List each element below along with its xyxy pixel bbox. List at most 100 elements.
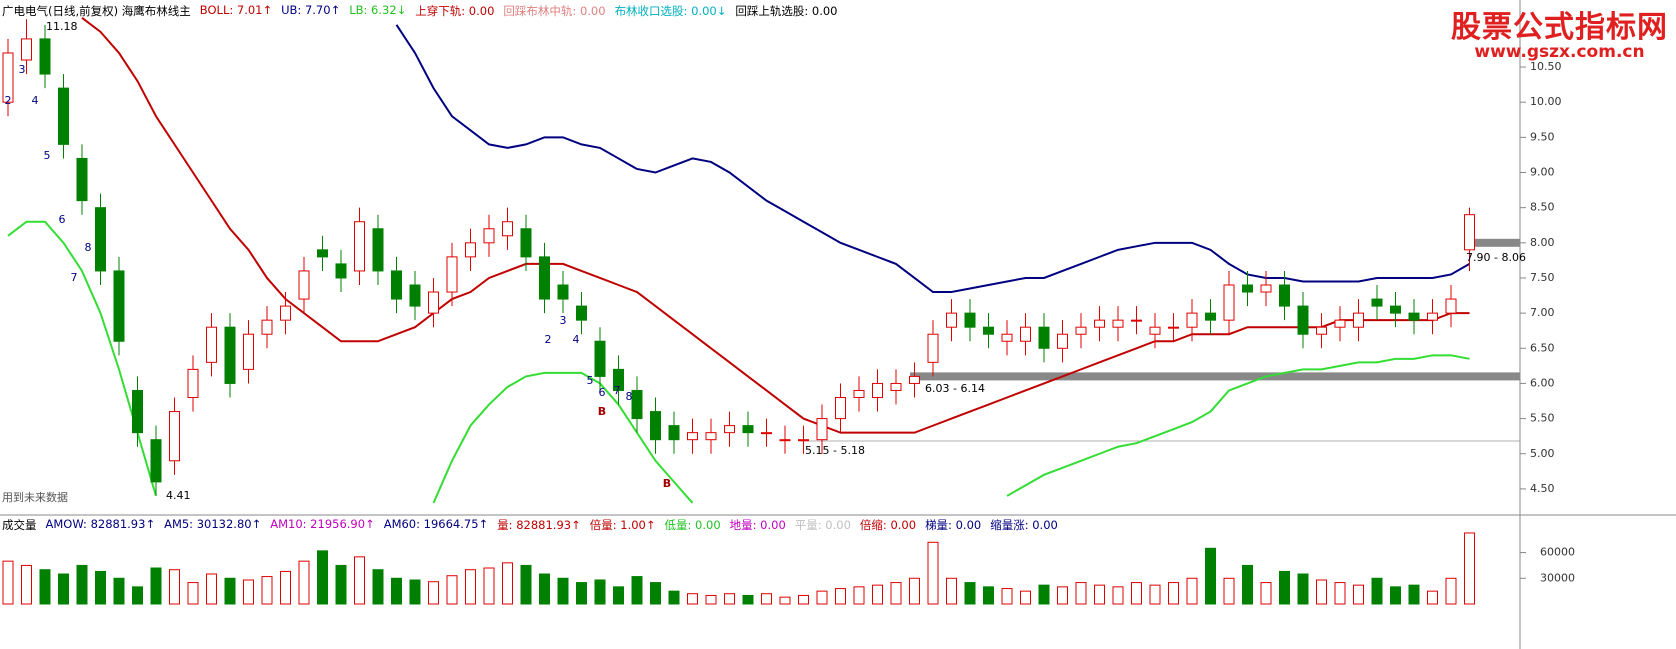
candle-body	[613, 368, 624, 391]
candle-body	[335, 263, 347, 279]
volume-bar	[58, 573, 69, 605]
candle-body	[372, 228, 384, 272]
watermark-title: 股票公式指标网	[1451, 10, 1668, 45]
volume-bar	[1371, 577, 1383, 605]
volume-bar	[983, 586, 994, 605]
candle-body	[705, 432, 717, 441]
volume-bar	[391, 577, 402, 605]
candle-body	[1057, 333, 1068, 349]
volume-bar	[705, 594, 717, 605]
indicator-label: 倍量: 1.00↑	[589, 518, 656, 532]
volume-bar	[169, 569, 180, 605]
candle-body	[909, 375, 920, 384]
volume-bar	[1038, 584, 1050, 605]
volume-bar	[557, 577, 569, 605]
candle-body	[39, 38, 51, 75]
indicator-label: AMOW: 82881.93↑	[45, 517, 156, 531]
watermark: 股票公式指标网 www.gszx.com.cn	[1451, 2, 1668, 62]
volume-bar	[1075, 582, 1087, 605]
candle-body	[1445, 298, 1457, 314]
y-tick-label: 8.00	[1530, 236, 1555, 249]
signal-marker: 7	[614, 384, 621, 397]
annotation: 5.15 - 5.18	[805, 444, 865, 457]
volume-bar	[1001, 588, 1013, 605]
volume-bar	[298, 560, 310, 605]
candle-body	[668, 425, 680, 441]
candle-body	[872, 382, 883, 398]
candle-body	[1464, 214, 1475, 251]
candle-body	[742, 425, 754, 434]
candle-body	[1149, 326, 1161, 335]
indicator-label: LB: 6.32↓	[349, 3, 407, 17]
candle-body	[391, 270, 402, 300]
volume-bar	[668, 590, 680, 605]
signal-marker: 8	[85, 241, 92, 254]
volume-bar	[1297, 573, 1309, 605]
candle-body	[853, 389, 865, 398]
volume-bar	[594, 579, 606, 605]
signal-marker: 7	[71, 271, 78, 284]
candle-body	[835, 397, 846, 420]
annotation: 6.03 - 6.14	[925, 382, 985, 395]
candle-body	[428, 291, 439, 314]
candle-body	[798, 439, 809, 442]
indicator-label: 梯量: 0.00	[925, 518, 982, 532]
boll-line	[7, 220, 1470, 504]
candle-body	[446, 256, 458, 293]
volume-bar	[187, 582, 199, 605]
y-tick-label: 10.00	[1530, 95, 1562, 108]
indicator-label: 量: 82881.93↑	[497, 518, 581, 532]
volume-bar	[687, 593, 698, 605]
annotation: 11.18	[46, 20, 78, 33]
candle-body	[317, 249, 328, 258]
volume-bar	[1427, 590, 1438, 605]
volume-bar	[798, 594, 809, 605]
candle-body	[539, 256, 550, 300]
signal-marker: B	[663, 477, 671, 490]
candle-body	[1279, 284, 1290, 307]
signal-marker: 5	[44, 149, 51, 162]
volume-bar	[1131, 582, 1142, 605]
volume-bar	[946, 577, 957, 605]
volume-bar	[1057, 586, 1068, 605]
candle-body	[21, 38, 32, 61]
volume-bar	[372, 569, 384, 605]
candle-body	[557, 284, 569, 300]
indicator-label: BOLL: 7.01↑	[199, 3, 273, 17]
candle-body	[779, 439, 791, 442]
volume-bar	[150, 567, 162, 605]
volume-bar	[909, 577, 920, 605]
candle-body	[1316, 326, 1327, 335]
price-band	[1465, 238, 1520, 247]
y-tick-label: 5.50	[1530, 412, 1555, 425]
volume-bar	[132, 586, 143, 605]
volume-bar	[631, 576, 643, 605]
signal-marker: 8	[626, 390, 633, 403]
candle-body	[113, 270, 125, 342]
signal-marker: 3	[560, 314, 567, 327]
watermark-url: www.gszx.com.cn	[1474, 42, 1645, 62]
volume-bar	[21, 564, 32, 605]
volume-bar	[1242, 564, 1253, 605]
candle-body	[150, 439, 162, 483]
volume-bar	[1094, 584, 1105, 605]
candle-body	[594, 340, 606, 377]
candle-body	[1390, 305, 1401, 314]
candle-body	[1094, 319, 1105, 328]
y-tick-label: 60000	[1540, 546, 1575, 559]
indicator-label: UB: 7.70↑	[281, 3, 341, 17]
y-tick-label: 30000	[1540, 571, 1575, 584]
volume-bar	[1408, 584, 1420, 605]
y-tick-label: 9.00	[1530, 166, 1555, 179]
indicator-label: AM5: 30132.80↑	[164, 517, 262, 531]
candle-body	[576, 305, 587, 321]
indicator-label: 倍缩: 0.00	[859, 518, 917, 532]
candle-body	[724, 425, 735, 434]
signal-marker: 5	[587, 374, 594, 387]
volume-bar	[409, 579, 421, 605]
volume-bar	[483, 567, 495, 605]
candle-body	[1001, 333, 1013, 342]
y-tick-label: 8.50	[1530, 201, 1555, 214]
